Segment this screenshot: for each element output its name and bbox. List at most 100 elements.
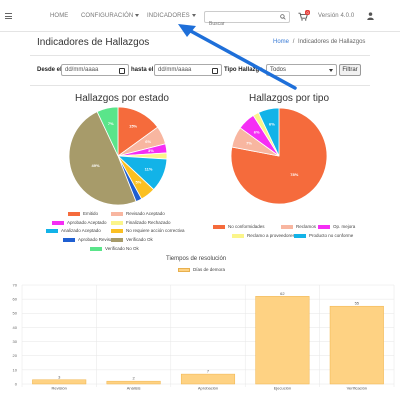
divider	[30, 85, 370, 86]
user-icon[interactable]	[367, 12, 374, 20]
bar[interactable]	[180, 373, 236, 385]
legend-item[interactable]: Reclamo a proveedores	[232, 233, 295, 238]
pie-chart-tipo: 78%7%6%6%	[230, 107, 328, 205]
bar-value-label: 3	[58, 374, 61, 379]
legend-swatch	[281, 224, 293, 229]
pie-slice-label: 15%	[129, 124, 137, 129]
to-date-placeholder: dd/mm/aaaa	[158, 67, 192, 73]
legend-swatch	[46, 228, 58, 233]
y-tick-label: 50	[13, 311, 18, 316]
legend-item[interactable]: Verificado Ok	[111, 237, 153, 242]
bar-value-label: 55	[355, 301, 360, 306]
bar[interactable]	[106, 380, 161, 385]
legend-item[interactable]: Producto no conforme	[294, 233, 353, 238]
pie-chart-estado: 15% 6% 3% 11% 5% 49% 7%	[68, 106, 168, 206]
nav-indicadores-label: INDICADORES	[147, 13, 190, 19]
legend-item[interactable]: Verificado No Ok	[90, 246, 139, 251]
pie-slice-label: 3%	[148, 148, 154, 153]
y-tick-label: 20	[13, 353, 18, 358]
legend-swatch	[294, 233, 306, 238]
nav-configuracion[interactable]: CONFIGURACIÓN	[81, 13, 140, 19]
bar[interactable]	[255, 296, 310, 385]
filter-button[interactable]: Filtrar	[339, 64, 361, 76]
legend-swatch	[213, 224, 225, 229]
to-label: hasta el	[131, 67, 154, 73]
legend-swatch	[232, 233, 244, 238]
pie-slice[interactable]	[68, 111, 137, 206]
search-icon[interactable]	[280, 14, 286, 20]
pie-slice-label: 5%	[136, 180, 142, 185]
nav-configuracion-label: CONFIGURACIÓN	[81, 13, 134, 19]
legend-label: Verificado No Ok	[105, 246, 139, 251]
from-date-placeholder: dd/mm/aaaa	[65, 67, 99, 73]
y-tick-label: 0	[15, 381, 18, 386]
legend-label: Reclamo a proveedores	[247, 233, 295, 238]
legend-label: Finalizado Rechazado	[126, 220, 171, 225]
cart-badge: 0	[305, 10, 311, 15]
search-box	[204, 11, 290, 29]
legend-label: Aprobado Revisar	[78, 237, 115, 242]
bar-value-label: 62	[280, 291, 285, 296]
search-input[interactable]	[205, 19, 275, 29]
nav-indicadores[interactable]: INDICADORES	[147, 13, 196, 19]
x-tick-label: Aprobación	[198, 386, 218, 391]
legend-swatch	[111, 220, 123, 225]
x-tick-label: Verificación	[347, 386, 367, 391]
legend-label: Producto no conforme	[309, 233, 354, 238]
legend-swatch	[111, 211, 123, 216]
y-tick-label: 10	[13, 367, 18, 372]
from-date-input[interactable]: dd/mm/aaaa	[61, 64, 129, 76]
legend-label: Verificado Ok	[126, 237, 153, 242]
breadcrumb: Home / Indicadores de Hallazgos	[273, 39, 365, 45]
pie-slice-label: 11%	[145, 167, 153, 172]
pie-slice[interactable]	[96, 106, 119, 157]
pie-slice[interactable]	[258, 107, 280, 157]
legend-label: Emitido	[83, 211, 99, 216]
legend-item[interactable]: Finalizado Rechazado	[111, 220, 171, 225]
type-label: Tipo Hallazgo	[224, 67, 263, 73]
legend-item[interactable]: Reclamos	[281, 224, 316, 229]
bar-value-label: 2	[132, 376, 135, 381]
legend-item[interactable]: No conformidades	[213, 224, 265, 229]
legend-item[interactable]: Analizado Aceptado	[46, 228, 101, 233]
bar-legend-label: Días de demora	[193, 267, 226, 272]
breadcrumb-separator: /	[292, 39, 295, 45]
legend-swatch	[90, 246, 102, 251]
pie-slice-label: 78%	[290, 172, 298, 177]
type-select[interactable]: Todos	[266, 64, 337, 76]
pie-slice-label: 6%	[254, 130, 260, 135]
breadcrumb-current: Indicadores de Hallazgos	[298, 39, 366, 45]
legend-item[interactable]: Revisado Aceptado	[111, 211, 165, 216]
legend-swatch	[68, 211, 80, 216]
legend-item[interactable]: Aprobado Aceptado	[52, 220, 107, 225]
legend-swatch	[111, 237, 123, 242]
to-date-input[interactable]: dd/mm/aaaa	[154, 64, 222, 76]
breadcrumb-home[interactable]: Home	[273, 39, 290, 45]
legend-item[interactable]: No requiere acción correctiva	[111, 228, 185, 233]
calendar-icon[interactable]	[212, 67, 218, 74]
legend-label: No requiere acción correctiva	[126, 228, 185, 233]
bar[interactable]	[32, 379, 87, 385]
legend-label: Op. mejora	[333, 224, 356, 229]
legend-label: Revisado Aceptado	[126, 211, 165, 216]
y-tick-label: 70	[13, 282, 18, 287]
legend-item[interactable]: Op. mejora	[318, 224, 355, 229]
calendar-icon[interactable]	[119, 67, 125, 74]
from-label: Desde el	[37, 67, 62, 73]
legend-swatch	[63, 237, 75, 242]
legend-label: No conformidades	[228, 224, 265, 229]
nav-home[interactable]: HOME	[50, 13, 69, 19]
chart-estado-title: Hallazgos por estado	[75, 93, 169, 104]
legend-label: Reclamos	[296, 224, 317, 229]
legend-label: Aprobado Aceptado	[67, 220, 107, 225]
x-tick-label: Análisis	[127, 386, 141, 391]
legend-item[interactable]: Emitido	[68, 211, 98, 216]
divider	[30, 55, 370, 56]
legend-swatch	[318, 224, 330, 229]
bar[interactable]	[329, 305, 384, 385]
hamburger-menu-icon[interactable]	[5, 13, 12, 19]
version-label: Versión 4.0.0	[318, 13, 355, 19]
pie-slice-label: 7%	[246, 140, 252, 145]
pie-slice-label: 7%	[108, 121, 114, 126]
legend-item[interactable]: Aprobado Revisar	[63, 237, 114, 242]
